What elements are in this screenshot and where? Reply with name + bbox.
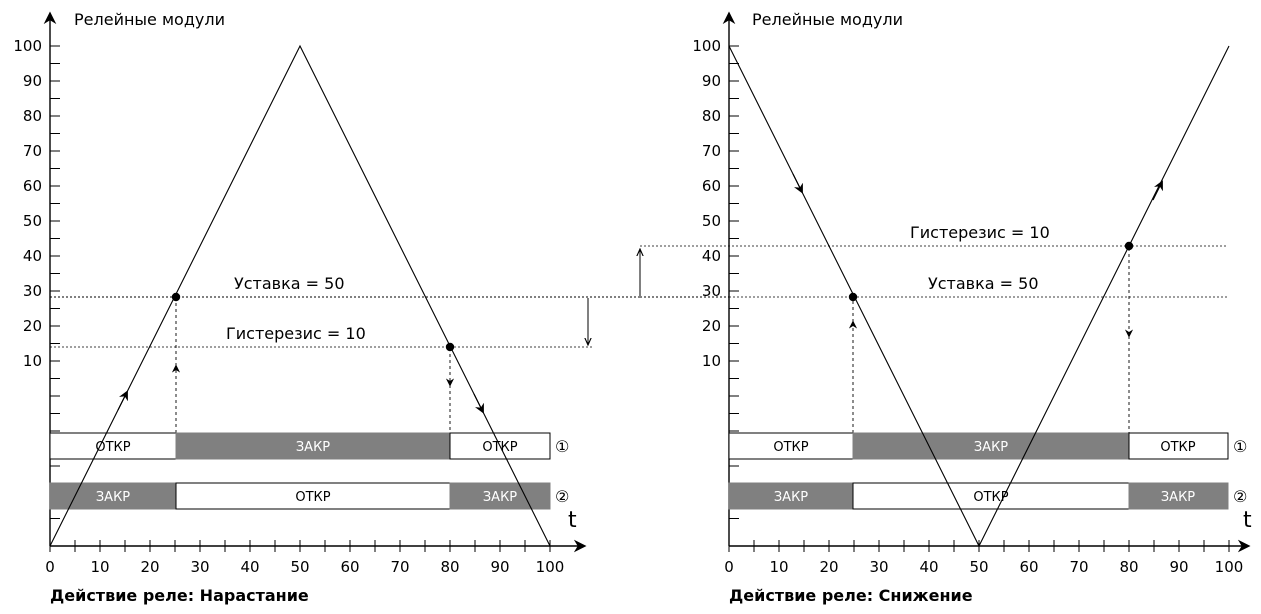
y-tick-label: 40 [702, 247, 721, 265]
switch-point-1 [171, 292, 181, 302]
t-axis-label: t [568, 508, 577, 533]
y-tick-label: 60 [23, 177, 42, 195]
x-tick-label: 80 [440, 558, 459, 576]
y-tick-label: 40 [23, 247, 42, 265]
y-tick-label: 60 [702, 177, 721, 195]
panel-rising: Релейные модули t 100908070605040302010 … [13, 10, 640, 605]
y-tick-label: 80 [23, 107, 42, 125]
panel-caption: Действие реле: Снижение [729, 586, 973, 605]
x-tick-label: 20 [140, 558, 159, 576]
panel-title: Релейные модули [752, 10, 903, 29]
switch-point-2 [1124, 241, 1134, 251]
y-tick-label: 100 [13, 37, 42, 55]
direction-arrow-up [1152, 180, 1163, 201]
x-tick-label: 30 [869, 558, 888, 576]
x-tick-label: 40 [240, 558, 259, 576]
panel-title: Релейные модули [74, 10, 225, 29]
signal-curve [49, 44, 551, 547]
relay-1-seg-2: ЗАКР [296, 440, 330, 455]
setpoint-label: Уставка = 50 [928, 274, 1039, 293]
switch-point-2 [445, 342, 455, 352]
relay-1-seg-3: ОТКР [482, 440, 517, 455]
setpoint-label: Уставка = 50 [234, 274, 345, 293]
x-tick-label: 40 [919, 558, 938, 576]
relay-2-seg-1: ЗАКР [96, 490, 130, 505]
relay-2-seg-2: ОТКР [973, 490, 1008, 505]
relay-1-marker: ① [1233, 437, 1247, 456]
y-tick-label: 50 [702, 212, 721, 230]
x-tick-label: 100 [1215, 558, 1244, 576]
x-tick-label: 50 [969, 558, 988, 576]
panel-falling: Релейные модули t 100908070605040302010 … [640, 10, 1252, 605]
x-tick-label: 50 [290, 558, 309, 576]
relay-2-marker: ② [555, 487, 569, 506]
x-ticks: 0 10 20 30 40 50 60 70 80 90 100 [724, 540, 1243, 576]
relay-1-seg-1: ОТКР [95, 440, 130, 455]
x-tick-label: 60 [340, 558, 359, 576]
x-tick-label: 90 [1169, 558, 1188, 576]
x-tick-label: 10 [769, 558, 788, 576]
y-tick-label: 70 [23, 142, 42, 160]
y-ticks: 100 90 80 70 60 50 40 30 20 10 [13, 37, 60, 519]
x-tick-label: 10 [90, 558, 109, 576]
x-tick-label: 30 [190, 558, 209, 576]
relay-1-bar: ОТКР ЗАКР ОТКР [49, 432, 551, 460]
relay-1-marker: ① [555, 437, 569, 456]
x-ticks: 0 10 20 30 40 50 60 70 80 90 100 [45, 540, 564, 576]
relay-2-seg-1: ЗАКР [774, 490, 808, 505]
x-tick-label: 0 [45, 558, 55, 576]
relay-2-seg-3: ЗАКР [1161, 490, 1195, 505]
y-tick-label: 70 [702, 142, 721, 160]
relay-1-bar: ОТКР ЗАКР ОТКР [728, 432, 1229, 460]
relay-1-seg-1: ОТКР [773, 440, 808, 455]
direction-arrow-down [792, 173, 803, 194]
x-tick-label: 100 [536, 558, 565, 576]
t-axis-label: t [1243, 508, 1252, 533]
y-tick-label: 90 [702, 72, 721, 90]
y-tick-label: 100 [692, 37, 721, 55]
x-tick-label: 0 [724, 558, 734, 576]
relay-2-marker: ② [1233, 487, 1247, 506]
y-tick-label: 30 [702, 282, 721, 300]
relay-2-bar: ЗАКР ОТКР ЗАКР [49, 482, 551, 510]
direction-arrow-up [117, 390, 128, 411]
x-tick-label: 80 [1119, 558, 1138, 576]
y-tick-label: 10 [702, 352, 721, 370]
switch-point-1 [848, 292, 858, 302]
x-tick-label: 70 [1069, 558, 1088, 576]
hysteresis-label: Гистерезис = 10 [226, 324, 366, 343]
hysteresis-label: Гистерезис = 10 [910, 223, 1050, 242]
signal-curve [728, 45, 1230, 548]
y-tick-label: 10 [23, 352, 42, 370]
y-tick-label: 50 [23, 212, 42, 230]
x-tick-label: 20 [819, 558, 838, 576]
x-tick-label: 90 [490, 558, 509, 576]
relay-2-bar: ЗАКР ОТКР ЗАКР [728, 482, 1229, 510]
direction-arrow-down [473, 393, 484, 414]
relay-1-seg-3: ОТКР [1160, 440, 1195, 455]
x-tick-label: 60 [1019, 558, 1038, 576]
y-tick-label: 90 [23, 72, 42, 90]
y-tick-label: 30 [23, 282, 42, 300]
x-tick-label: 70 [390, 558, 409, 576]
relay-1-seg-2: ЗАКР [974, 440, 1008, 455]
y-tick-label: 20 [23, 317, 42, 335]
relay-2-seg-2: ОТКР [295, 490, 330, 505]
panel-caption: Действие реле: Нарастание [50, 586, 309, 605]
relay-2-seg-3: ЗАКР [483, 490, 517, 505]
y-ticks: 100 90 80 70 60 50 40 30 20 10 [692, 37, 739, 519]
y-tick-label: 20 [702, 317, 721, 335]
y-tick-label: 80 [702, 107, 721, 125]
